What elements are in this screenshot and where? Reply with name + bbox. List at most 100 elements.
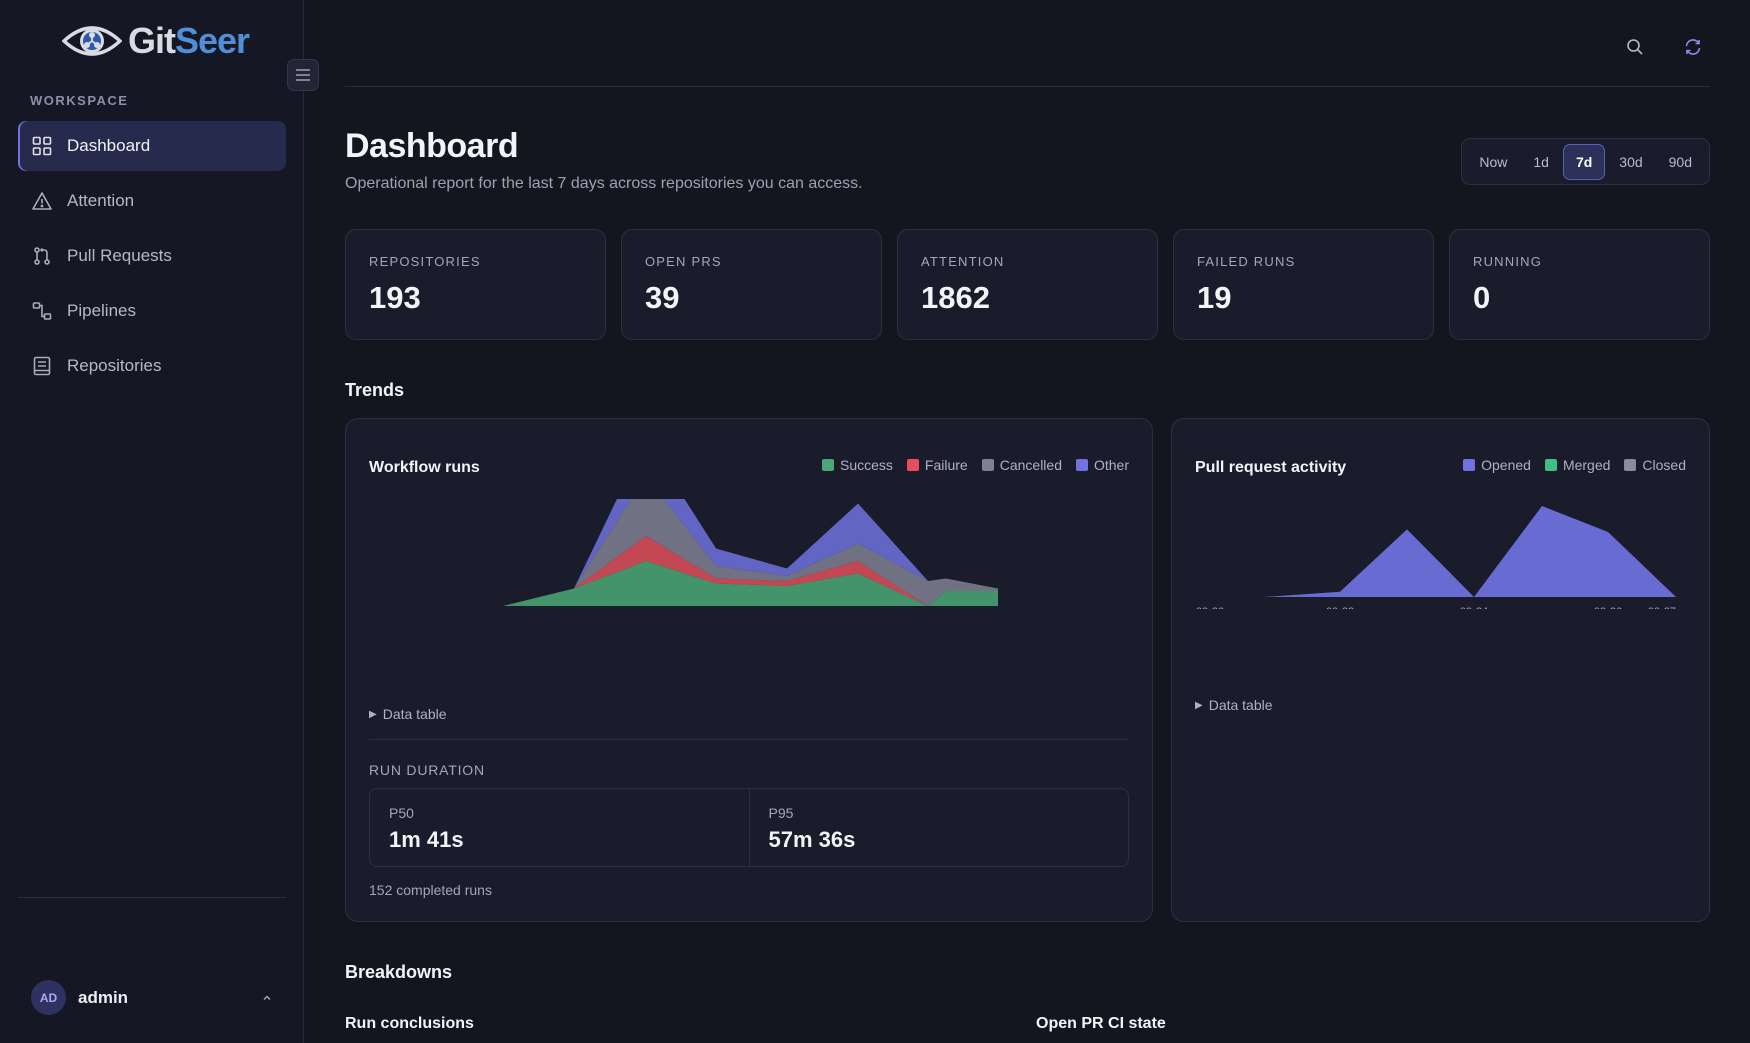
x-tick-label: 09-27: [1648, 606, 1676, 609]
p50-label: P50: [389, 805, 414, 821]
run-conclusions-heading: Run conclusions: [345, 1015, 474, 1032]
sidebar-item-label: Dashboard: [67, 136, 151, 155]
p95-label: P95: [768, 805, 794, 821]
user-menu[interactable]: AD admin: [31, 980, 273, 1015]
p95-cell: P95 57m 36s: [748, 789, 1129, 866]
area-success: [503, 561, 998, 606]
page-subtitle: Operational report for the last 7 days a…: [345, 175, 863, 192]
page-title: Dashboard: [345, 127, 519, 165]
legend-swatch: [981, 459, 994, 471]
stat-label: ATTENTION: [921, 254, 1005, 269]
sidebar-divider: [18, 897, 286, 898]
stat-label: FAILED RUNS: [1197, 254, 1296, 269]
range-90d-button[interactable]: 90d: [1668, 153, 1692, 170]
legend-item-merged[interactable]: Merged: [1544, 457, 1611, 473]
p95-value: 57m 36s: [768, 827, 856, 852]
pipeline-icon: [31, 300, 53, 322]
stat-label: OPEN PRS: [645, 254, 722, 269]
sidebar-item-pipelines[interactable]: Pipelines: [18, 286, 286, 336]
menu-icon: [296, 69, 310, 81]
card-divider: [369, 739, 1129, 740]
app-name: GitSeer: [128, 20, 250, 61]
pull-request-activity-chart: 09-20 09-22 09-24 09-26 09-27: [1196, 506, 1676, 609]
legend-item-closed[interactable]: Closed: [1624, 457, 1686, 473]
legend-swatch: [1544, 459, 1557, 471]
legend-label: Opened: [1481, 457, 1531, 473]
legend-swatch: [906, 459, 919, 471]
run-duration-label: RUN DURATION: [369, 762, 485, 778]
area-failure: [503, 536, 998, 606]
sidebar-item-label: Repositories: [67, 356, 162, 375]
range-7d-button[interactable]: 7d: [1562, 143, 1606, 180]
stat-value: 193: [369, 280, 421, 315]
app-logo[interactable]: GitSeer: [62, 20, 250, 62]
x-tick-label: 09-20: [1196, 606, 1224, 609]
workflow-runs-card: Workflow runs Success Failure Cancelled …: [345, 418, 1153, 922]
sidebar-item-dashboard[interactable]: Dashboard: [18, 121, 286, 171]
range-now-button[interactable]: Now: [1479, 153, 1508, 170]
workflow-runs-chart: 09-2009-2209-2409-2609-27: [503, 499, 998, 606]
area-opened: [1196, 506, 1676, 597]
legend-swatch: [1624, 459, 1637, 471]
legend-item-success[interactable]: Success: [822, 457, 893, 473]
warning-icon: [31, 190, 53, 212]
search-button[interactable]: [1618, 30, 1652, 64]
x-tick-label: 09-24: [1460, 606, 1488, 609]
range-30d-button[interactable]: 30d: [1619, 153, 1643, 170]
grid-icon: [31, 135, 53, 157]
pr-data-table-toggle[interactable]: ▶ Data table: [1195, 697, 1273, 713]
top-bar: [345, 0, 1710, 87]
stat-value: 1862: [921, 280, 990, 315]
stat-label: REPOSITORIES: [369, 254, 481, 269]
legend-swatch: [1075, 459, 1088, 471]
repository-icon: [31, 355, 53, 377]
open-pr-ci-state-heading: Open PR CI state: [1036, 1015, 1166, 1032]
stat-card-attention[interactable]: ATTENTION 1862: [897, 229, 1158, 340]
range-1d-button[interactable]: 1d: [1533, 153, 1549, 170]
sidebar-item-attention[interactable]: Attention: [18, 176, 286, 226]
chevron-up-icon[interactable]: [261, 992, 273, 1004]
pull-request-icon: [31, 245, 53, 267]
x-tick-label: 09-26: [1594, 606, 1622, 609]
stat-card-repositories[interactable]: REPOSITORIES 193: [345, 229, 606, 340]
area-other: [503, 499, 998, 606]
legend-item-opened[interactable]: Opened: [1463, 457, 1531, 473]
workspace-label: WORKSPACE: [30, 93, 129, 108]
legend-item-cancelled[interactable]: Cancelled: [981, 457, 1062, 473]
search-icon: [1627, 39, 1643, 55]
area-cancelled: [503, 499, 998, 606]
breakdowns-heading: Breakdowns: [345, 962, 453, 982]
refresh-icon: [1685, 39, 1701, 55]
main-content: Dashboard Operational report for the las…: [345, 0, 1710, 1043]
data-table-label: Data table: [1208, 697, 1273, 713]
legend-label: Merged: [1562, 457, 1611, 473]
user-name: admin: [78, 987, 129, 1007]
stat-card-running[interactable]: RUNNING 0: [1449, 229, 1710, 340]
trends-heading: Trends: [345, 380, 405, 400]
card-title: Workflow runs: [369, 459, 480, 476]
legend-swatch: [822, 459, 834, 471]
sidebar-item-repositories[interactable]: Repositories: [18, 341, 286, 391]
stat-value: 39: [645, 280, 680, 315]
eye-logo-icon: [62, 26, 122, 56]
legend-item-other[interactable]: Other: [1075, 457, 1129, 473]
legend-swatch: [1463, 459, 1476, 471]
refresh-button[interactable]: [1676, 30, 1710, 64]
legend-label: Failure: [924, 457, 968, 473]
legend-label: Other: [1093, 457, 1129, 473]
pull-request-activity-card: Pull request activity Opened Merged Clos…: [1171, 418, 1710, 922]
stat-card-open-prs[interactable]: OPEN PRS 39: [621, 229, 882, 340]
stat-card-failed-runs[interactable]: FAILED RUNS 19: [1173, 229, 1434, 340]
collapse-sidebar-button[interactable]: [287, 59, 319, 91]
time-range-selector: Now 1d 7d 30d 90d: [1461, 138, 1710, 185]
stat-cards: REPOSITORIES 193 OPEN PRS 39 ATTENTION 1…: [345, 229, 1710, 340]
legend-item-failure[interactable]: Failure: [906, 457, 968, 473]
data-table-label: Data table: [382, 706, 447, 722]
sidebar-item-label: Pull Requests: [67, 246, 172, 265]
workflow-data-table-toggle[interactable]: ▶ Data table: [369, 706, 447, 722]
chart-legend: Opened Merged Closed: [1463, 457, 1686, 473]
sidebar: GitSeer WORKSPACE Dashboard Attention Pu…: [0, 0, 304, 1043]
legend-label: Closed: [1642, 457, 1686, 473]
stat-label: RUNNING: [1473, 254, 1543, 269]
sidebar-item-pull-requests[interactable]: Pull Requests: [18, 231, 286, 281]
